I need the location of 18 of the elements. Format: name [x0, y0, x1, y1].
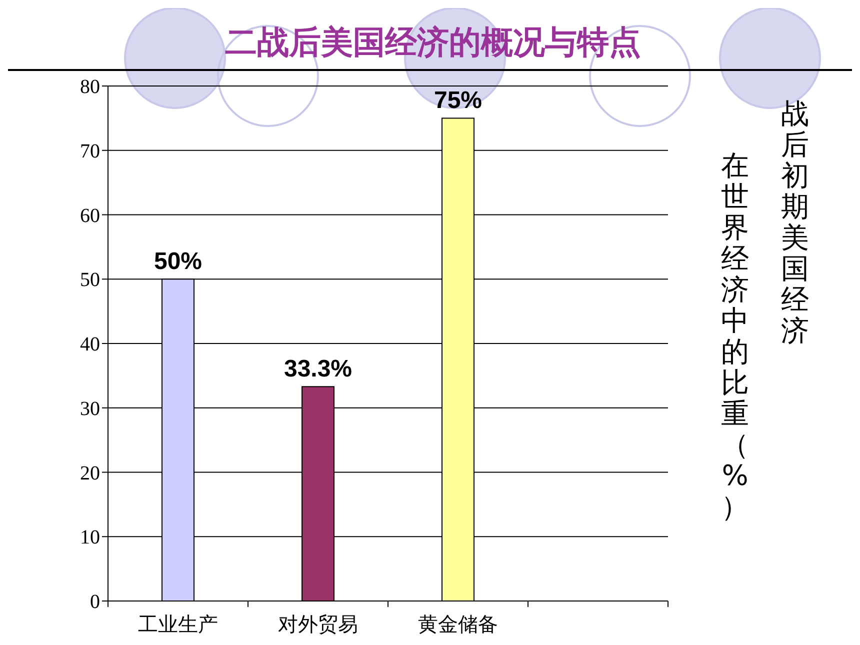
- text: 在世界经济中的比重（%）: [721, 149, 749, 523]
- data-label: 50%: [154, 248, 202, 276]
- x-tick-label: 黄金储备: [418, 612, 498, 636]
- x-tick-label: 工业生产: [138, 612, 218, 636]
- y-tick-label: 70: [80, 140, 100, 162]
- y-tick-label: 60: [80, 204, 100, 227]
- y-tick-label: 10: [80, 526, 100, 549]
- data-label: 75%: [434, 87, 482, 114]
- y-tick-label: 40: [80, 334, 100, 356]
- y-tick-label: 0: [90, 591, 100, 613]
- y-tick-label: 20: [80, 462, 100, 484]
- y-tick-label: 50: [80, 269, 100, 292]
- y-axis-title: 战后初期美国经济: [780, 97, 810, 347]
- y-tick-label: 30: [80, 398, 100, 420]
- y-tick-label: 80: [80, 76, 100, 98]
- x-tick-label: 对外贸易: [278, 612, 358, 636]
- data-label: 33.3%: [284, 356, 352, 383]
- chart-title: 二战后美国经济的概况与特点: [225, 23, 641, 61]
